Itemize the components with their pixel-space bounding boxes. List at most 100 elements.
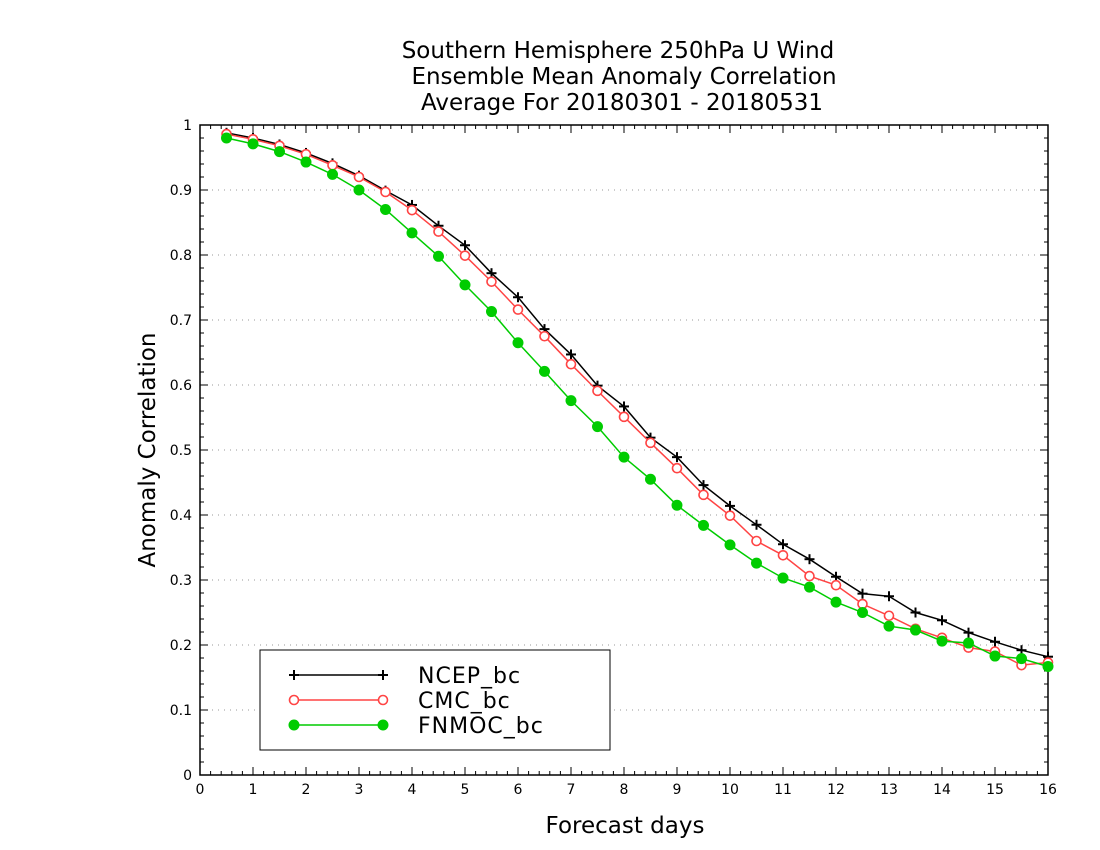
data-point	[645, 437, 656, 449]
x-tick-label: 1	[249, 782, 258, 798]
data-point	[327, 168, 338, 180]
y-tick-label: 0.4	[170, 508, 192, 524]
data-point	[671, 499, 683, 511]
title-line-1: Southern Hemisphere 250hPa U Wind	[402, 38, 835, 64]
data-point	[247, 138, 259, 150]
data-point	[804, 554, 815, 565]
data-point	[353, 171, 365, 183]
data-point	[883, 620, 895, 632]
legend-marker	[289, 670, 299, 680]
x-tick-label: 5	[461, 782, 470, 798]
data-point	[592, 421, 603, 433]
x-tick-label: 8	[620, 782, 629, 798]
legend-marker	[377, 694, 389, 706]
data-point	[619, 401, 629, 412]
data-point	[804, 581, 815, 593]
data-point	[698, 480, 709, 491]
data-point	[539, 365, 550, 377]
data-point	[512, 304, 524, 315]
y-tick-label: 0.2	[170, 638, 192, 654]
series-layer	[221, 127, 1054, 672]
data-point	[645, 473, 656, 485]
x-axis-label: Forecast days	[546, 813, 705, 839]
data-point	[486, 276, 497, 287]
y-tick-label: 1	[183, 118, 192, 134]
data-point	[804, 570, 815, 582]
data-point	[751, 557, 762, 569]
data-point	[857, 607, 868, 618]
data-point	[936, 635, 948, 647]
x-tick-label: 12	[827, 782, 845, 798]
legend-entry: NCEP_bc	[289, 664, 521, 689]
data-point	[724, 510, 736, 521]
data-point	[857, 588, 868, 599]
x-tick-label: 14	[933, 782, 951, 798]
legend-marker	[288, 694, 300, 706]
data-point	[406, 204, 418, 216]
data-point	[883, 610, 895, 622]
data-point	[565, 358, 577, 370]
x-tick-label: 16	[1039, 782, 1057, 798]
data-point	[221, 132, 232, 144]
y-axis: 0 0.1 0.2 0.3 0.4 0.5 0.6 0.7 0.8 0.9 1	[170, 118, 1048, 784]
y-tick-label: 0.5	[170, 443, 192, 459]
series-NCEP_bc	[221, 127, 1053, 662]
x-tick-label: 6	[514, 782, 523, 798]
data-point	[566, 349, 576, 360]
data-point	[830, 596, 842, 608]
data-point	[910, 624, 921, 636]
x-tick-label: 11	[774, 782, 792, 798]
data-point	[989, 650, 1001, 662]
data-point	[406, 227, 418, 239]
data-point	[672, 452, 682, 463]
x-tick-label: 10	[721, 782, 739, 798]
data-point	[751, 519, 762, 530]
data-point	[910, 607, 921, 618]
data-point	[778, 539, 788, 550]
data-point	[963, 627, 974, 638]
y-tick-label: 0.9	[170, 183, 192, 199]
data-point	[539, 330, 550, 342]
data-point	[618, 411, 630, 423]
data-point	[380, 186, 391, 198]
series-line	[226, 137, 1049, 668]
legend-marker	[377, 719, 389, 731]
legend-marker	[288, 719, 300, 731]
data-point	[884, 591, 894, 602]
series-CMC_bc	[221, 128, 1054, 671]
y-tick-label: 0	[183, 768, 192, 784]
data-point	[618, 451, 630, 463]
y-tick-label: 0.8	[170, 248, 192, 264]
data-point	[1042, 660, 1054, 672]
data-point	[671, 462, 683, 474]
x-tick-label: 7	[567, 782, 576, 798]
data-point	[459, 279, 471, 291]
data-point	[459, 250, 471, 261]
series-line	[226, 132, 1049, 658]
data-point	[990, 636, 1000, 647]
data-point	[433, 226, 444, 237]
x-tick-label: 3	[355, 782, 364, 798]
data-point	[698, 489, 709, 501]
data-point	[698, 519, 709, 531]
y-axis-label: Anomaly Correlation	[135, 332, 161, 567]
series-line	[226, 133, 1049, 666]
legend-label: CMC_bc	[418, 689, 511, 714]
legend-marker	[378, 670, 388, 680]
x-tick-label: 15	[986, 782, 1004, 798]
x-tick-label: 0	[196, 782, 205, 798]
x-tick-label: 4	[408, 782, 417, 798]
data-point	[592, 385, 603, 397]
data-point	[300, 156, 312, 168]
data-point	[513, 292, 523, 303]
data-point	[380, 204, 391, 215]
data-point	[274, 146, 285, 158]
title-line-2: Ensemble Mean Anomaly Correlation	[411, 64, 836, 90]
x-tick-label: 9	[673, 782, 682, 798]
data-point	[486, 306, 497, 318]
legend-label: NCEP_bc	[418, 664, 521, 689]
data-point	[433, 250, 444, 262]
x-tick-label: 13	[880, 782, 898, 798]
data-point	[725, 500, 735, 511]
